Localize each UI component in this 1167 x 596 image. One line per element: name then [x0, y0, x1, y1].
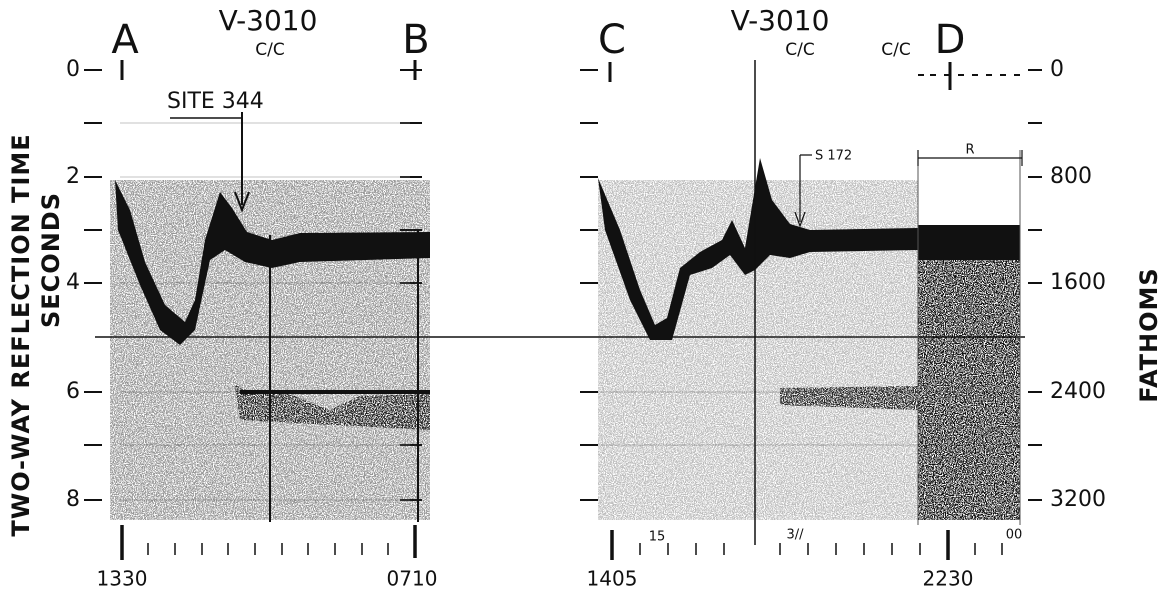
tick-label: 2400: [1050, 379, 1106, 404]
seafloor: [598, 158, 918, 340]
tick-label: 3200: [1050, 487, 1106, 512]
hour-mark: 15: [649, 530, 666, 545]
site-arrow: [234, 112, 250, 213]
minor-tick: [147, 543, 1003, 555]
ship-name: V-3010: [731, 4, 830, 37]
range-label: R: [965, 143, 974, 158]
time-ticks: [120, 525, 1003, 560]
axis-title-line: SECONDS: [37, 192, 65, 328]
hour-mark: 3//: [786, 528, 804, 543]
time-label: 1405: [587, 567, 638, 591]
annotations: [170, 112, 812, 228]
right-axis-title: FATHOMS: [1135, 267, 1163, 402]
profile-label: B: [402, 17, 429, 63]
profile-label: C: [598, 17, 626, 63]
axis-title-line: TWO-WAY REFLECTION TIME: [7, 133, 35, 536]
left-ticks: 0 2 4 6 8: [66, 57, 80, 512]
deep-reflector: [780, 386, 918, 410]
right-ticks: 0 800 1600 2400 3200: [1050, 57, 1106, 512]
tick-label: 0: [1050, 57, 1064, 82]
site-label: S 172: [815, 149, 852, 164]
ship-name: V-3010: [219, 4, 318, 37]
time-label: 2230: [923, 567, 974, 591]
major-tick: [120, 525, 950, 560]
tick-label: 2: [66, 164, 80, 189]
tick-label: 1600: [1050, 270, 1106, 295]
tick-label: 800: [1050, 164, 1092, 189]
course-change: C/C: [785, 40, 814, 60]
tick-label: 8: [66, 487, 80, 512]
course-change: C/C: [881, 40, 910, 60]
deep-reflector: [235, 385, 430, 430]
site-arrow: [794, 154, 812, 228]
right-profile: [598, 60, 1023, 545]
profile-label: A: [111, 17, 139, 63]
time-label: 0710: [387, 567, 438, 591]
course-change: C/C: [255, 40, 284, 60]
left-profile: [110, 60, 430, 522]
left-axis-title: TWO-WAY REFLECTION TIME SECONDS: [7, 133, 65, 536]
site-label: SITE 344: [167, 89, 264, 114]
tick-label: 6: [66, 379, 80, 404]
profile-label: D: [935, 17, 966, 63]
time-label: 1330: [97, 567, 148, 591]
hour-mark: 00: [1006, 528, 1023, 543]
seafloor: [115, 180, 430, 345]
tick-label: 4: [66, 270, 80, 295]
dark-block: [918, 225, 1020, 520]
range-bracket: [917, 150, 1023, 166]
tick-label: 0: [66, 57, 80, 82]
dark-band: [918, 225, 1020, 260]
